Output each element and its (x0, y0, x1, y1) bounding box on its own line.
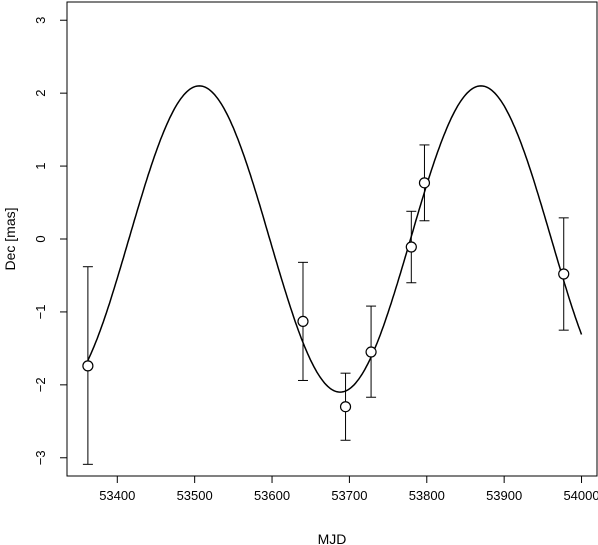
x-tick-label: 53700 (331, 488, 367, 503)
data-point (418, 144, 431, 222)
y-axis-label: Dec [mas] (2, 207, 18, 270)
x-axis-label: MJD (318, 531, 347, 545)
x-tick-label: 54000 (563, 488, 598, 503)
x-tick-label: 53900 (486, 488, 522, 503)
y-tick-label: 3 (33, 17, 48, 24)
plot-frame (66, 1, 598, 477)
data-point (297, 261, 309, 381)
data-point (365, 305, 377, 398)
y-axis: −3 −2 −1 0 1 2 3 (33, 17, 67, 465)
y-tick-label: 0 (33, 235, 48, 242)
x-tick-label: 53800 (409, 488, 445, 503)
point-marker (82, 360, 94, 372)
y-tick-label: 2 (33, 90, 48, 97)
y-tick-label: −1 (33, 305, 48, 320)
data-point (339, 372, 352, 441)
data-point (405, 210, 417, 284)
y-tick-label: 1 (33, 162, 48, 169)
point-marker (558, 268, 570, 280)
model-curve (87, 85, 583, 393)
point-marker (418, 177, 431, 189)
x-axis: 53400 53500 53600 53700 53800 53900 54000 (99, 476, 598, 503)
point-marker (297, 315, 309, 328)
y-tick-label: −3 (33, 450, 48, 465)
x-tick-label: 53500 (177, 488, 213, 503)
data-point (82, 266, 94, 465)
point-marker (405, 241, 417, 253)
point-marker (339, 401, 352, 413)
data-points (82, 144, 570, 465)
y-tick-label: −2 (33, 377, 48, 392)
data-point (558, 217, 570, 331)
x-tick-label: 53400 (99, 488, 135, 503)
point-marker (365, 346, 377, 358)
x-tick-label: 53600 (254, 488, 290, 503)
